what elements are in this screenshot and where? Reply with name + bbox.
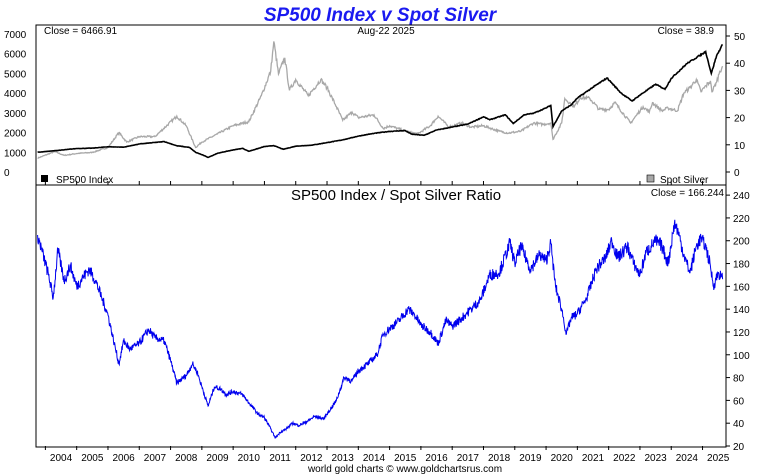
y-right-tick-label: 40: [734, 59, 746, 70]
legend-silver-swatch: [646, 174, 655, 183]
date-label: Aug-22 2025: [357, 26, 415, 37]
y-right-tick-label: 30: [734, 86, 746, 97]
ratio-close-label: Close = 166.244: [651, 188, 725, 199]
ratio-y-tick-label: 200: [733, 237, 750, 248]
x-tick-label: 2019: [519, 453, 542, 464]
x-tick-label: 2017: [457, 453, 480, 464]
y-right-tick-label: 20: [734, 114, 746, 125]
ratio-y-tick-label: 160: [733, 282, 750, 293]
legend-sp500-swatch: [41, 175, 48, 182]
y-right-tick-label: 10: [734, 141, 746, 152]
close-label-right: Close = 38.9: [658, 26, 715, 37]
y-left-tick-label: 2000: [4, 129, 27, 140]
x-tick-label: 2020: [551, 453, 574, 464]
ratio-y-tick-label: 220: [733, 214, 750, 225]
legend-sp500: SP500 Index: [41, 175, 113, 186]
ratio-y-tick-label: 40: [733, 419, 745, 430]
x-tick-label: 2025: [707, 453, 730, 464]
legend-sp500-label: SP500 Index: [56, 175, 113, 186]
series-line-sp500: [37, 43, 724, 159]
ratio-y-tick-label: 60: [733, 396, 745, 407]
x-tick-label: 2011: [269, 453, 291, 464]
footer-credit: world gold charts © www.goldchartsrus.co…: [307, 464, 502, 475]
x-tick-label: 2022: [613, 453, 636, 464]
top-panel-frame: [35, 24, 727, 186]
x-tick-label: 2021: [582, 453, 605, 464]
ratio-y-tick-label: 100: [733, 351, 750, 362]
y-left-tick-label: 1000: [4, 148, 27, 159]
x-tick-label: 2008: [175, 453, 198, 464]
y-right-tick-label: 0: [734, 168, 740, 179]
x-tick-label: 2010: [238, 453, 261, 464]
close-label-left: Close = 6466.91: [44, 26, 118, 37]
ratio-title: SP500 Index / Spot Silver Ratio: [291, 187, 501, 204]
x-tick-label: 2004: [50, 453, 73, 464]
x-tick-label: 2016: [425, 453, 448, 464]
y-left-tick-label: 0: [4, 168, 10, 179]
y-left-tick-label: 6000: [4, 50, 27, 61]
series-line-spot-silver: [37, 41, 724, 159]
top-axes: 0 1000 2000 3000 4000 5000 6000 7000 0 10 20 30 40 50: [4, 30, 746, 179]
x-tick-label: 2009: [206, 453, 229, 464]
ratio-y-tick-label: 120: [733, 328, 750, 339]
x-tick-label: 2015: [394, 453, 417, 464]
x-tick-label: 2024: [676, 453, 699, 464]
x-tick-label: 2013: [332, 453, 355, 464]
x-tick-label: 2005: [81, 453, 104, 464]
chart-title: SP500 Index v Spot Silver: [264, 5, 498, 26]
ratio-y-tick-label: 180: [733, 260, 750, 271]
series-line-ratio: [37, 219, 724, 439]
series-layer: [37, 41, 724, 439]
y-left-tick-label: 3000: [4, 109, 27, 120]
x-axis: 2004 2005 2006 2007 2008 2009 2010 2011 2012 2013…: [44, 181, 730, 464]
x-tick-label: 2018: [488, 453, 511, 464]
legend-silver-label: Spot Silver: [660, 175, 709, 186]
y-left-tick-label: 4000: [4, 89, 27, 100]
x-tick-label: 2012: [300, 453, 323, 464]
x-tick-label: 2014: [363, 453, 386, 464]
ratio-y-tick-label: 80: [733, 374, 745, 385]
x-tick-label: 2007: [144, 453, 167, 464]
ratio-y-tick-label: 20: [733, 442, 745, 453]
bottom-axes: 20 40 60 80 100 120 140 160 180 200 220 240: [726, 191, 750, 453]
legend-silver: Spot Silver: [646, 174, 709, 186]
y-left-tick-label: 5000: [4, 69, 27, 80]
ratio-y-tick-label: 240: [733, 191, 750, 202]
ratio-y-tick-label: 140: [733, 305, 750, 316]
y-right-tick-label: 50: [734, 32, 746, 43]
y-left-tick-label: 7000: [4, 30, 27, 41]
x-tick-label: 2023: [644, 453, 667, 464]
bottom-panel-frame: [35, 184, 727, 448]
x-tick-label: 2006: [112, 453, 135, 464]
